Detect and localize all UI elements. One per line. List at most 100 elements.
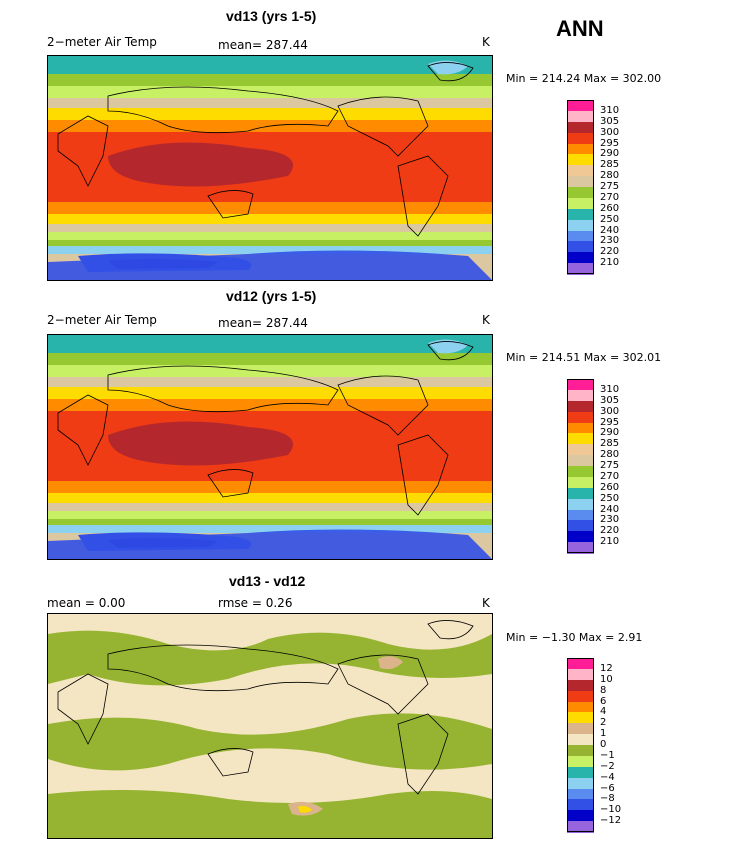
colorbar-tick-label: 295 bbox=[600, 137, 620, 149]
colorbar-tick-label: 220 bbox=[600, 525, 620, 537]
panel-2-variable-label: 2−meter Air Temp bbox=[47, 313, 157, 327]
colorbar-swatch bbox=[567, 143, 594, 155]
colorbar-swatch bbox=[567, 679, 594, 692]
panel-3-minmax: Min = −1.30 Max = 2.91 bbox=[506, 631, 643, 644]
colorbar-tick-label: 6 bbox=[600, 695, 607, 707]
panel-3-units-label: K bbox=[482, 596, 490, 610]
colorbar-tick-label: 250 bbox=[600, 213, 620, 225]
colorbar-swatch bbox=[567, 745, 594, 757]
colorbar-swatch bbox=[567, 455, 594, 467]
colorbar-swatch bbox=[567, 400, 594, 413]
colorbar-swatch bbox=[567, 187, 594, 199]
colorbar-swatch bbox=[567, 509, 594, 521]
colorbar-tick-label: 210 bbox=[600, 536, 620, 548]
colorbar-tick-label: 300 bbox=[600, 405, 620, 417]
colorbar-swatch bbox=[567, 487, 594, 500]
colorbar-swatch bbox=[567, 799, 594, 811]
panel-3-rmse-label: rmse = 0.26 bbox=[218, 596, 293, 610]
colorbar-swatch bbox=[567, 734, 594, 746]
colorbar-swatch bbox=[567, 219, 594, 231]
panel-1-colorbar bbox=[567, 100, 594, 275]
colorbar-tick-label: 285 bbox=[600, 159, 620, 171]
panel-1-variable-label: 2−meter Air Temp bbox=[47, 35, 157, 49]
panel-2-map bbox=[47, 334, 493, 560]
panel-2-units-label: K bbox=[482, 313, 490, 327]
colorbar-tick-label: −2 bbox=[600, 760, 615, 772]
colorbar-swatch bbox=[567, 154, 594, 166]
panel-1-minmax: Min = 214.24 Max = 302.00 bbox=[506, 72, 662, 85]
colorbar-tick-label: 10 bbox=[600, 673, 613, 685]
colorbar-tick-label: 290 bbox=[600, 427, 620, 439]
colorbar-tick-label: 4 bbox=[600, 706, 607, 718]
colorbar-swatch bbox=[567, 542, 594, 554]
colorbar-swatch bbox=[567, 766, 594, 779]
colorbar-tick-label: 260 bbox=[600, 481, 620, 493]
panel-1-map bbox=[47, 55, 493, 281]
colorbar-swatch bbox=[567, 110, 594, 123]
colorbar-tick-label: 275 bbox=[600, 460, 620, 471]
colorbar-tick-label: 295 bbox=[600, 416, 620, 428]
colorbar-swatch bbox=[567, 777, 594, 789]
colorbar-swatch bbox=[567, 668, 594, 681]
colorbar-tick-label: 305 bbox=[600, 115, 620, 127]
colorbar-swatch bbox=[567, 476, 594, 489]
panel-2-mean-label: mean= 287.44 bbox=[218, 316, 308, 330]
colorbar-tick-label: 250 bbox=[600, 492, 620, 504]
colorbar-tick-label: 270 bbox=[600, 191, 620, 203]
colorbar-swatch bbox=[567, 165, 594, 177]
colorbar-swatch bbox=[567, 433, 594, 445]
colorbar-tick-label: 12 bbox=[600, 662, 613, 674]
panel-2-minmax: Min = 214.51 Max = 302.01 bbox=[506, 351, 662, 364]
colorbar-swatch bbox=[567, 810, 594, 822]
colorbar-swatch bbox=[567, 389, 594, 402]
colorbar-swatch bbox=[567, 121, 594, 134]
panel-1-mean-label: mean= 287.44 bbox=[218, 38, 308, 52]
colorbar-swatch bbox=[567, 230, 594, 242]
colorbar-swatch bbox=[567, 411, 594, 423]
colorbar-tick-label: 270 bbox=[600, 470, 620, 482]
colorbar-swatch bbox=[567, 263, 594, 275]
colorbar-tick-label: 2 bbox=[600, 717, 607, 729]
panel-1-title: vd13 (yrs 1-5) bbox=[226, 8, 317, 24]
colorbar-tick-label: −6 bbox=[600, 782, 615, 794]
colorbar-tick-label: 260 bbox=[600, 202, 620, 214]
colorbar-swatch bbox=[567, 197, 594, 210]
colorbar-swatch bbox=[567, 690, 594, 702]
colorbar-tick-label: 240 bbox=[600, 224, 620, 236]
colorbar-swatch bbox=[567, 252, 594, 264]
panel-2-title: vd12 (yrs 1-5) bbox=[226, 288, 317, 304]
colorbar-swatch bbox=[567, 100, 594, 112]
colorbar-tick-label: −8 bbox=[600, 793, 615, 805]
colorbar-tick-label: 310 bbox=[600, 104, 620, 116]
colorbar-swatch bbox=[567, 788, 594, 800]
colorbar-swatch bbox=[567, 176, 594, 188]
colorbar-swatch bbox=[567, 531, 594, 543]
colorbar-tick-label: 290 bbox=[600, 148, 620, 160]
colorbar-tick-label: −1 bbox=[600, 749, 615, 761]
colorbar-swatch bbox=[567, 379, 594, 391]
colorbar-swatch bbox=[567, 466, 594, 478]
colorbar-tick-label: 280 bbox=[600, 170, 620, 182]
panel-3-map bbox=[47, 613, 493, 839]
colorbar-swatch bbox=[567, 422, 594, 434]
colorbar-tick-label: −4 bbox=[600, 771, 615, 783]
colorbar-swatch bbox=[567, 658, 594, 670]
colorbar-swatch bbox=[567, 444, 594, 456]
panel-1-units-label: K bbox=[482, 35, 490, 49]
colorbar-tick-label: 230 bbox=[600, 514, 620, 526]
colorbar-tick-label: 280 bbox=[600, 449, 620, 461]
colorbar-tick-label: 8 bbox=[600, 684, 607, 696]
colorbar-tick-label: 0 bbox=[600, 739, 607, 750]
colorbar-tick-label: 210 bbox=[600, 257, 620, 269]
panel-3-colorbar bbox=[567, 658, 594, 833]
colorbar-tick-label: 305 bbox=[600, 394, 620, 406]
colorbar-tick-label: 275 bbox=[600, 181, 620, 192]
colorbar-swatch bbox=[567, 701, 594, 713]
colorbar-tick-label: −10 bbox=[600, 804, 622, 816]
colorbar-swatch bbox=[567, 241, 594, 253]
colorbar-swatch bbox=[567, 208, 594, 221]
colorbar-tick-label: 300 bbox=[600, 126, 620, 138]
panel-3-title: vd13 - vd12 bbox=[229, 573, 306, 589]
colorbar-tick-label: 220 bbox=[600, 246, 620, 258]
colorbar-swatch bbox=[567, 498, 594, 510]
